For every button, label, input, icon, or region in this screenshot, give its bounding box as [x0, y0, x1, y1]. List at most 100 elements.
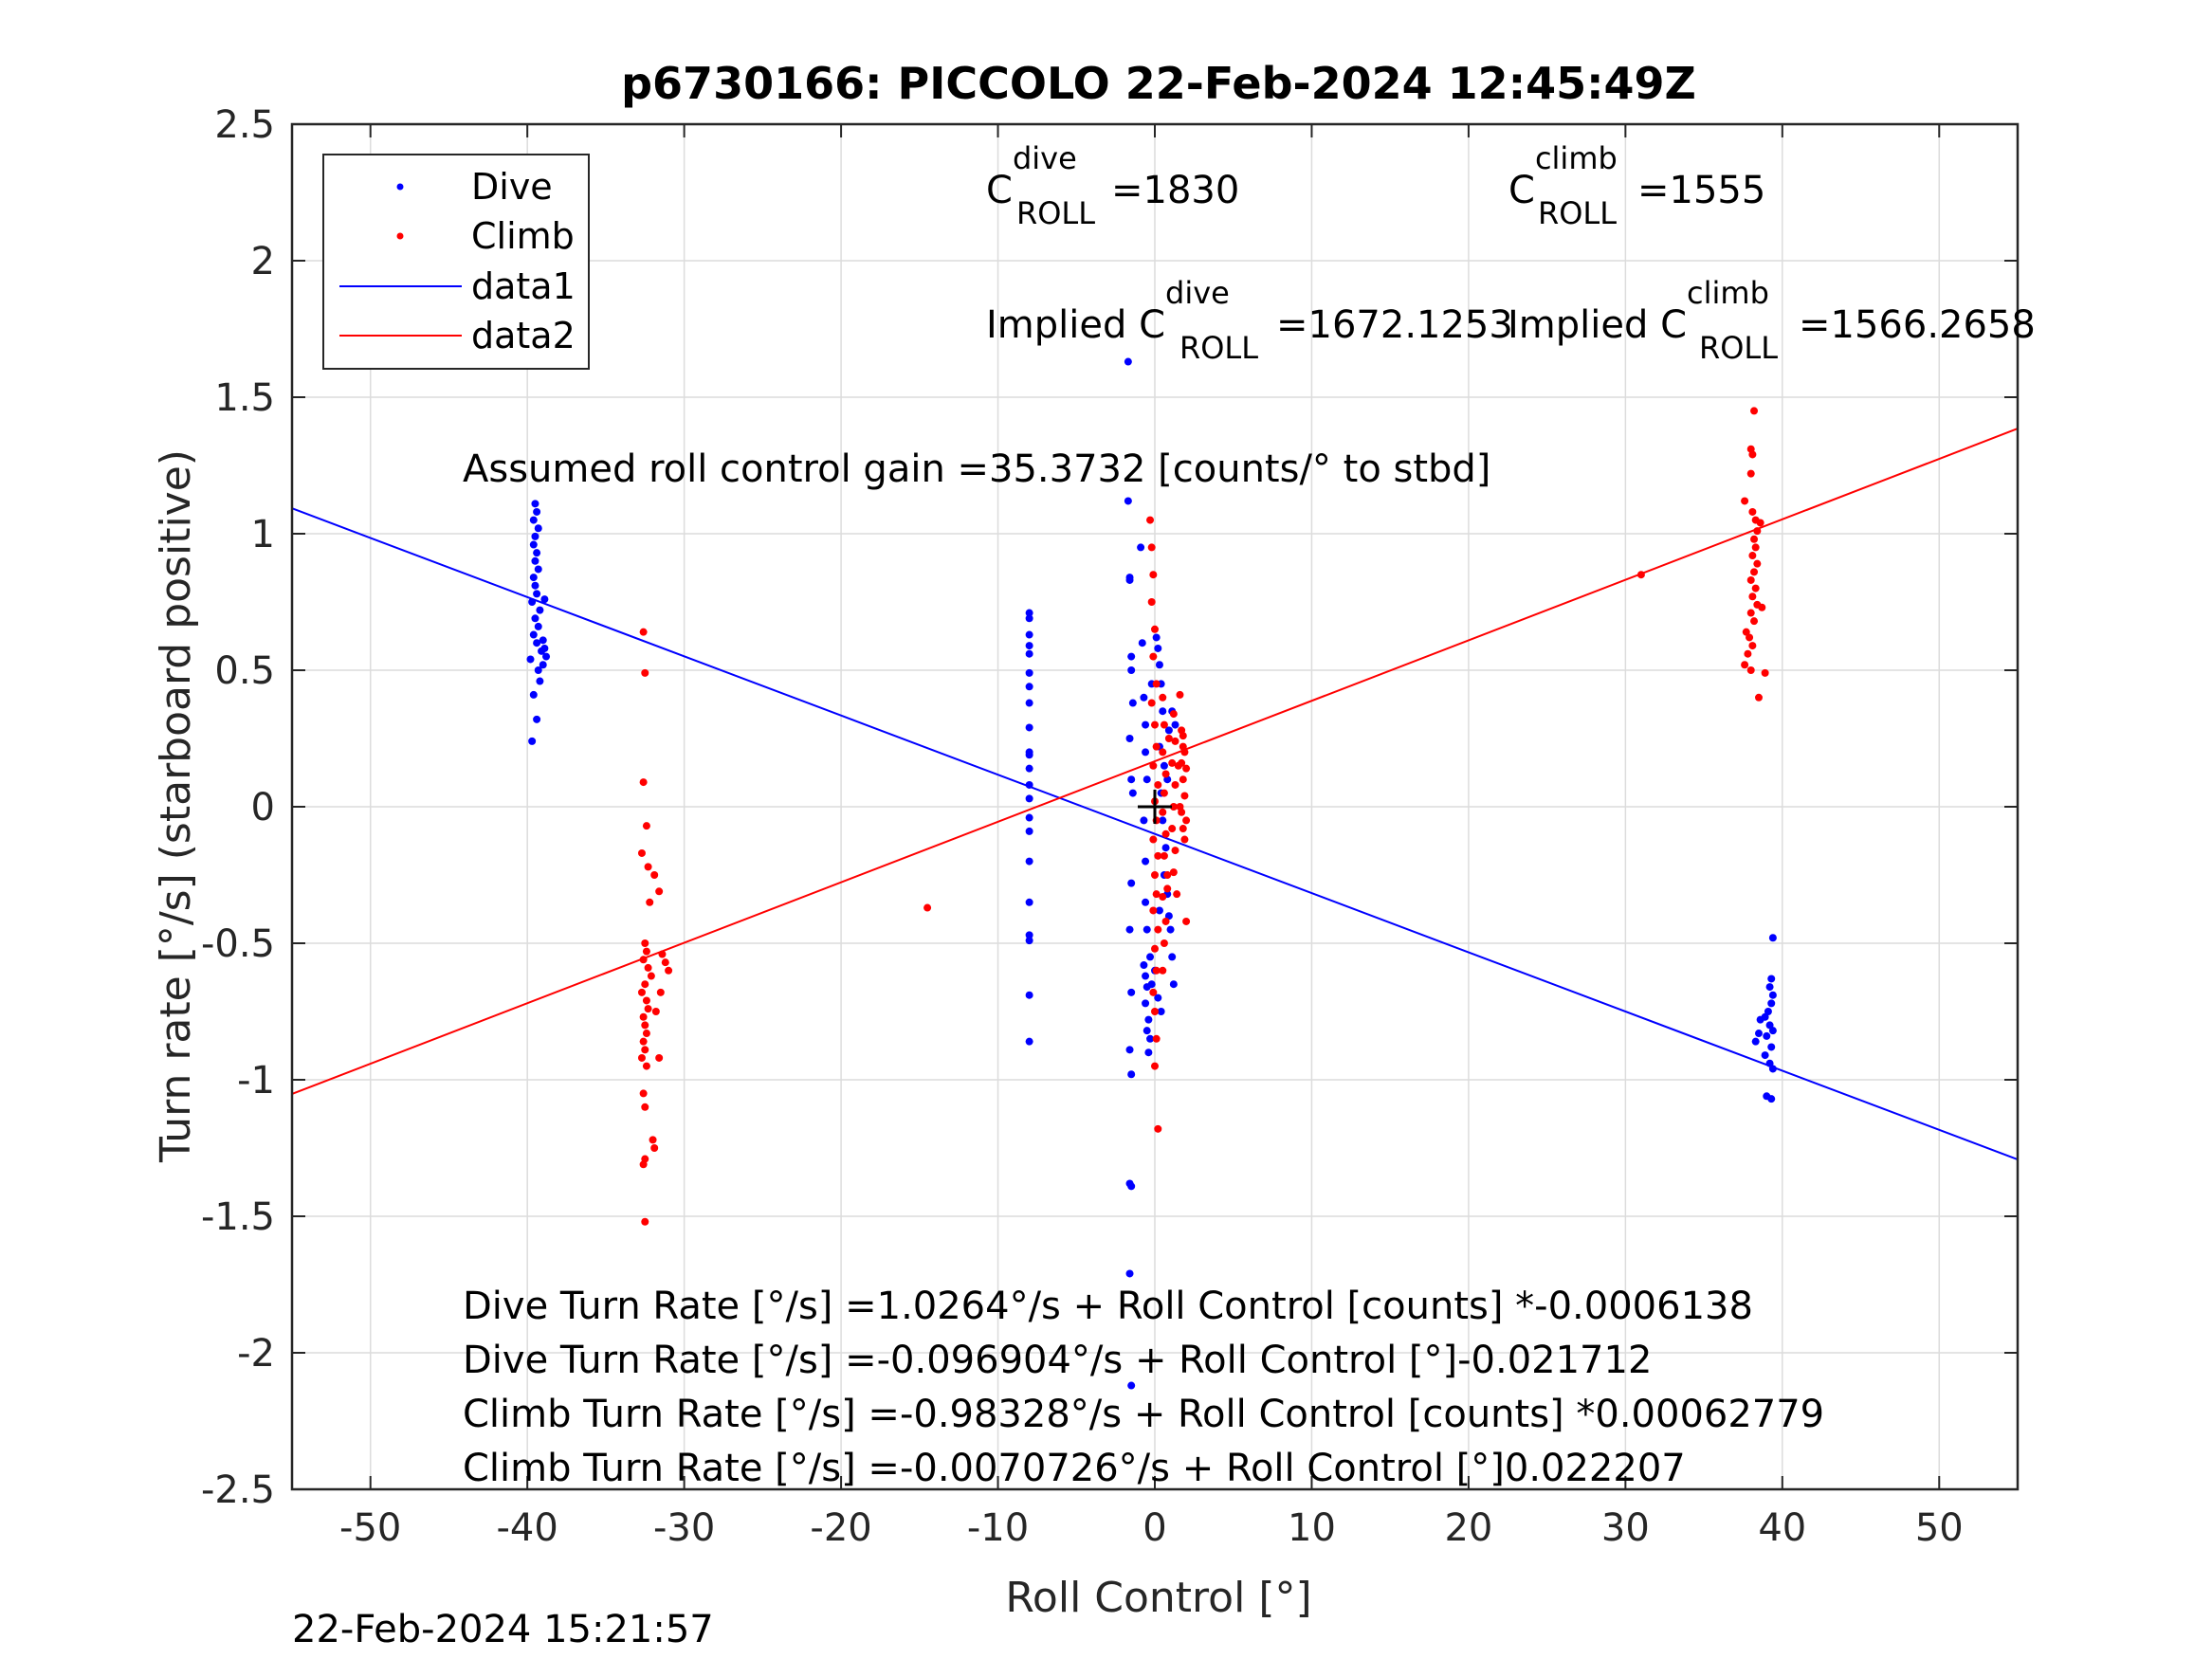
climb-point — [1182, 764, 1191, 773]
dive-point — [1767, 1043, 1776, 1051]
climb-point — [655, 887, 664, 896]
dive-point — [1171, 720, 1179, 729]
dive-point — [1146, 953, 1155, 961]
x-tick: -30 — [653, 1506, 715, 1550]
dive-point — [1025, 630, 1033, 639]
dive-point — [1128, 789, 1137, 797]
x-tick-label: 50 — [1915, 1506, 1964, 1550]
climb-point — [642, 1030, 650, 1038]
climb-point — [1171, 737, 1179, 745]
dive-point — [1154, 994, 1162, 1002]
climb-point — [1746, 666, 1755, 674]
dive-point — [1025, 764, 1033, 773]
dive-point — [1751, 1037, 1760, 1046]
climb-point — [1149, 988, 1158, 996]
dive-point — [1147, 980, 1156, 989]
climb-point — [1169, 803, 1178, 811]
dive-point — [1755, 1030, 1763, 1038]
dive-point — [531, 581, 539, 590]
climb-point — [1163, 871, 1172, 879]
climb-point — [1176, 690, 1184, 699]
x-tick: 20 — [1444, 1506, 1492, 1550]
dive-point — [1127, 652, 1136, 661]
dive-point — [1160, 761, 1168, 770]
y-tick-label: 0.5 — [214, 649, 275, 693]
dive-point — [1025, 751, 1033, 759]
dive-point — [1154, 644, 1162, 652]
legend-dive-label: Dive — [471, 166, 553, 208]
dive-point — [1127, 988, 1136, 996]
climb-point — [1171, 847, 1179, 855]
climb-point — [1180, 748, 1189, 757]
c-roll-climb-prefix: C — [1508, 169, 1535, 212]
dive-point — [1025, 683, 1033, 691]
dive-point — [1025, 699, 1033, 707]
dive-point — [536, 606, 544, 614]
dive-point — [1152, 633, 1161, 642]
dive-point — [1025, 668, 1033, 677]
dive-point — [542, 652, 551, 661]
dive-point — [1143, 1027, 1151, 1035]
dive-point — [1144, 1015, 1153, 1024]
dive-point — [1142, 999, 1150, 1008]
climb-point — [642, 947, 650, 956]
climb-point — [1149, 652, 1158, 661]
climb-point — [1149, 571, 1158, 579]
dive-point — [534, 666, 542, 674]
climb-point — [642, 996, 650, 1005]
chart-title: p6730166: PICCOLO 22-Feb-2024 12:45:49Z — [621, 58, 1696, 109]
climb-point — [641, 1046, 649, 1054]
implied-dive-sub: ROLL — [1179, 330, 1258, 366]
climb-point — [639, 778, 648, 787]
dive-point — [1025, 857, 1033, 866]
dive-point — [1142, 972, 1150, 980]
implied-climb-prefix: Implied C — [1508, 303, 1687, 347]
climb-point — [923, 903, 932, 912]
dive-point — [1025, 642, 1033, 650]
implied-c-roll-dive-annotation: Implied Cdive ROLL =1672.1253 — [986, 275, 1513, 366]
y-axis-label: Turn rate [°/s] (starboard positive) — [152, 449, 200, 1163]
climb-point — [651, 1008, 660, 1015]
dive-point — [1025, 991, 1033, 999]
climb-point — [1160, 851, 1168, 860]
climb-point — [1746, 609, 1755, 617]
legend-climb-label: Climb — [471, 215, 575, 257]
dive-point — [1025, 937, 1033, 945]
dive-point — [1025, 1037, 1033, 1046]
c-roll-dive-value: =1830 — [1111, 169, 1239, 212]
dive-point — [1025, 813, 1033, 822]
climb-point — [1748, 450, 1757, 459]
y-tick-label: 1.5 — [214, 376, 275, 420]
dive-point — [1137, 543, 1145, 552]
climb-point — [1161, 770, 1170, 778]
climb-point — [1154, 851, 1162, 860]
climb-point — [1168, 825, 1177, 833]
y-tick: 0 — [251, 786, 275, 830]
climb-point — [1750, 535, 1759, 543]
y-tick: 1.5 — [214, 376, 275, 420]
climb-point — [649, 1136, 657, 1144]
c-roll-dive-prefix: C — [986, 169, 1013, 212]
climb-point — [1159, 693, 1167, 702]
climb-point — [1178, 758, 1186, 767]
climb-point — [1159, 966, 1167, 975]
y-tick-label: 2 — [251, 240, 275, 283]
dive-point — [1140, 961, 1148, 970]
y-tick: 2.5 — [214, 103, 275, 147]
climb-point — [1147, 543, 1156, 552]
climb-point — [1160, 720, 1168, 729]
dive-point — [531, 500, 539, 508]
c-roll-climb-sup: climb — [1535, 140, 1618, 176]
dive-point — [1140, 816, 1148, 825]
climb-point — [1755, 693, 1763, 702]
y-tick-label: -0.5 — [201, 922, 275, 966]
dive-point — [1125, 735, 1134, 742]
climb-point — [1180, 792, 1189, 800]
dive-point — [528, 598, 537, 606]
dive-point — [1127, 1070, 1136, 1079]
climb-point — [1154, 925, 1162, 934]
climb-point — [1178, 808, 1186, 816]
dive-point — [539, 636, 547, 645]
climb-point — [1149, 835, 1158, 844]
x-tick: 0 — [1143, 1506, 1166, 1550]
